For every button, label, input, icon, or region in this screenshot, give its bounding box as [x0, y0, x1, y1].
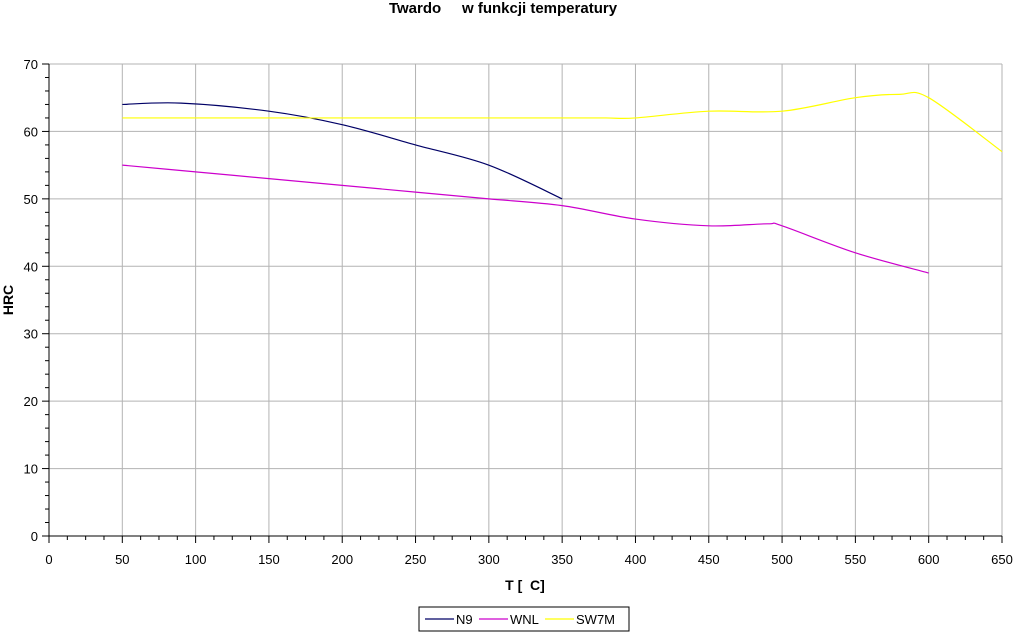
- axes: [42, 63, 1003, 543]
- y-tick-label: 30: [24, 327, 38, 342]
- x-tick-label: 450: [698, 552, 720, 567]
- y-tick-label: 60: [24, 124, 38, 139]
- y-tick-label: 10: [24, 462, 38, 477]
- x-tick-label: 500: [771, 552, 793, 567]
- x-tick-label: 50: [115, 552, 129, 567]
- x-tick-label: 0: [45, 552, 52, 567]
- series-line-wnl: [122, 164, 929, 274]
- chart-title: Twardo w funkcji temperatury: [389, 0, 618, 17]
- y-tick-label: 0: [31, 529, 38, 544]
- x-tick-label: 250: [405, 552, 427, 567]
- x-tick-label: 300: [478, 552, 500, 567]
- series-line-n9: [122, 102, 563, 200]
- y-tick-label: 20: [24, 394, 38, 409]
- x-tick-label: 600: [918, 552, 940, 567]
- y-axis-title: HRC: [0, 285, 16, 315]
- y-tick-label: 50: [24, 192, 38, 207]
- y-tick-label: 40: [24, 259, 38, 274]
- legend-label-wnl: WNL: [510, 612, 539, 627]
- legend-label-n9: N9: [456, 612, 473, 627]
- x-tick-label: 650: [991, 552, 1013, 567]
- x-tick-label: 100: [185, 552, 207, 567]
- legend-label-sw7m: SW7M: [576, 612, 615, 627]
- x-tick-label: 550: [845, 552, 867, 567]
- series-lines: [122, 91, 1003, 274]
- tick-labels: 0 10 20 30 40 50 60 70 0 50 100 150 200 250 300 350 400 4…: [24, 57, 1013, 567]
- x-axis-title: T [ C]: [505, 577, 545, 593]
- y-tick-label: 70: [24, 57, 38, 72]
- gridlines: [49, 63, 1003, 536]
- legend: N9 WNL SW7M: [418, 606, 630, 632]
- x-tick-label: 400: [625, 552, 647, 567]
- x-tick-label: 350: [551, 552, 573, 567]
- x-tick-label: 200: [331, 552, 353, 567]
- x-tick-label: 150: [258, 552, 280, 567]
- series-line-sw7m: [122, 91, 1003, 153]
